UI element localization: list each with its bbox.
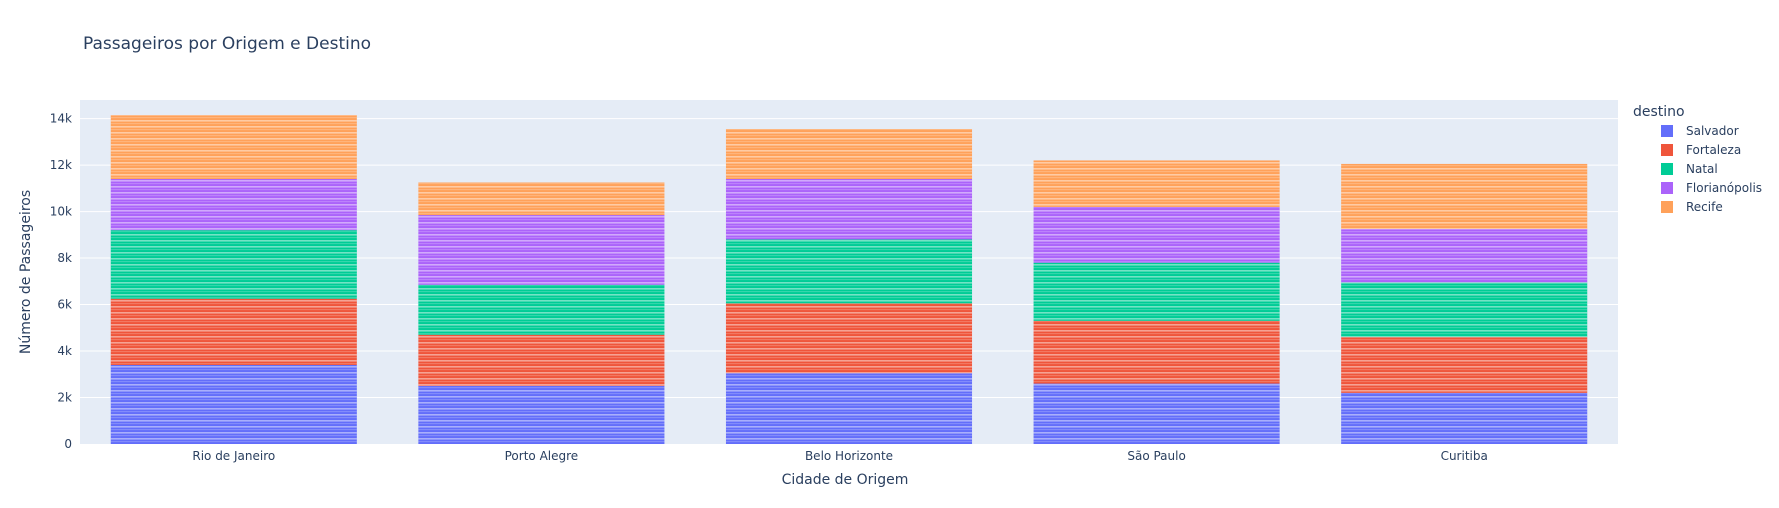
bar-segment (1341, 163, 1588, 229)
legend-label: Recife (1686, 200, 1723, 214)
y-tick-label: 2k (57, 391, 72, 405)
legend-item[interactable]: Salvador (1661, 124, 1739, 138)
bar-segment (1033, 206, 1280, 263)
x-tick-label: São Paulo (1127, 449, 1185, 463)
bars (110, 115, 1588, 444)
bar-segment (110, 179, 357, 231)
y-tick-label: 0 (64, 437, 72, 451)
legend-item[interactable]: Fortaleza (1661, 143, 1741, 157)
bar-texture (418, 385, 665, 444)
bar-texture (725, 303, 973, 374)
bar-texture (725, 239, 973, 304)
bar-texture (110, 230, 357, 299)
bar-texture (110, 298, 357, 365)
bar-segment (418, 385, 665, 444)
x-tick-label: Rio de Janeiro (192, 449, 275, 463)
bar-texture (418, 182, 665, 216)
chart-title: Passageiros por Origem e Destino (83, 34, 371, 54)
bar-texture (1341, 229, 1588, 283)
legend-swatch (1661, 125, 1673, 137)
y-tick-label: 6k (57, 298, 72, 312)
legend-swatch (1661, 144, 1673, 156)
x-tick-label: Curitiba (1441, 449, 1488, 463)
bar-texture (725, 129, 973, 180)
bar-segment (725, 239, 973, 304)
bar-texture (110, 364, 357, 444)
bar-texture (1033, 206, 1280, 263)
x-axis-ticks: Rio de Janeiro Porto Alegre Belo Horizonte… (192, 449, 1487, 463)
bar-segment (725, 373, 973, 444)
bar-segment (110, 115, 357, 180)
legend: destino Salvador Fortaleza Natal Florianópo… (1633, 104, 1762, 214)
bar-texture (1033, 383, 1280, 444)
bar-texture (418, 215, 665, 285)
bar-texture (110, 179, 357, 231)
y-tick-label: 10k (50, 205, 72, 219)
legend-label: Fortaleza (1686, 143, 1741, 157)
legend-label: Salvador (1686, 124, 1739, 138)
y-axis-title: Número de Passageiros (18, 190, 34, 354)
bar-segment (110, 298, 357, 365)
y-tick-label: 14k (50, 112, 72, 126)
legend-item[interactable]: Florianópolis (1661, 181, 1762, 195)
y-axis-ticks: 0 2k 4k 6k 8k 10k 12k 14k (50, 112, 72, 451)
bar-segment (725, 303, 973, 374)
legend-title: destino (1633, 104, 1685, 120)
bar-segment (110, 364, 357, 444)
legend-swatch (1661, 163, 1673, 175)
bar-texture (1341, 282, 1588, 338)
bar-texture (725, 179, 973, 240)
bar-texture (1033, 160, 1280, 207)
legend-item[interactable]: Natal (1661, 162, 1718, 176)
bar-texture (1033, 320, 1280, 384)
bar-texture (725, 373, 973, 444)
legend-swatch (1661, 201, 1673, 213)
bar-texture (1341, 163, 1588, 229)
x-tick-label: Porto Alegre (505, 449, 579, 463)
bar-segment (1033, 160, 1280, 207)
bar-texture (418, 334, 665, 386)
bar-texture (1033, 262, 1280, 321)
x-tick-label: Belo Horizonte (805, 449, 893, 463)
bar-texture (110, 115, 357, 180)
bar-segment (418, 182, 665, 216)
bar-segment (418, 215, 665, 285)
bar-segment (1341, 282, 1588, 338)
bar-segment (418, 284, 665, 335)
y-tick-label: 12k (50, 158, 72, 172)
x-axis-title: Cidade de Origem (782, 472, 909, 488)
bar-texture (1341, 337, 1588, 393)
bar-segment (1341, 392, 1588, 444)
bar-segment (1033, 383, 1280, 444)
bar-segment (1341, 229, 1588, 283)
legend-swatch (1661, 182, 1673, 194)
legend-label: Natal (1686, 162, 1718, 176)
bar-segment (1341, 337, 1588, 393)
bar-segment (110, 230, 357, 299)
bar-segment (1033, 262, 1280, 321)
bar-segment (725, 129, 973, 180)
legend-item[interactable]: Recife (1661, 200, 1723, 214)
bar-segment (1033, 320, 1280, 384)
bar-segment (725, 179, 973, 240)
y-tick-label: 8k (57, 251, 72, 265)
y-tick-label: 4k (57, 344, 72, 358)
legend-label: Florianópolis (1686, 181, 1762, 195)
bar-texture (1341, 392, 1588, 444)
bar-texture (418, 284, 665, 335)
bar-segment (418, 334, 665, 386)
